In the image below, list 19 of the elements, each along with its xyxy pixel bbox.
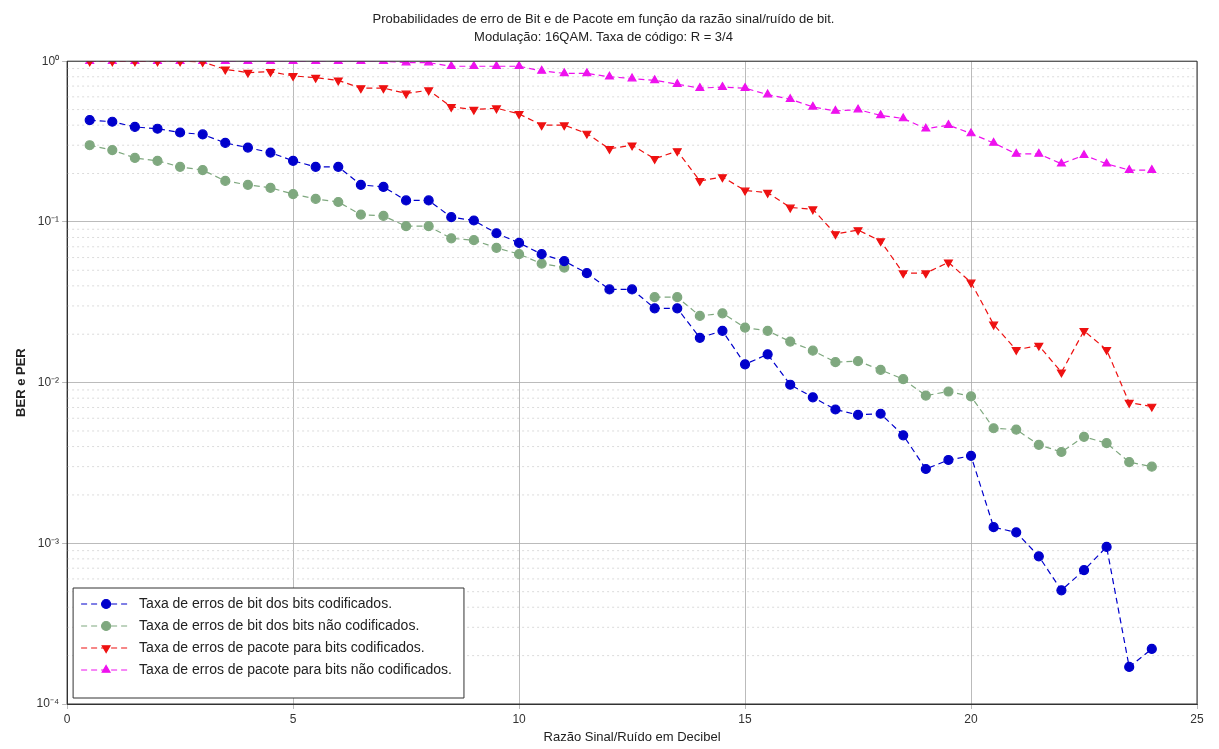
legend-label: Taxa de erros de pacote para bits não codificados. <box>139 660 452 677</box>
y-tick-label: 10⁰ <box>41 53 60 68</box>
chart-subtitle: Modulação: 16QAM. Taxa de código: R = 3/4 <box>474 28 733 44</box>
y-tick-label: 10⁻⁴ <box>36 696 60 711</box>
y-tick-label: 10⁻³ <box>37 535 60 550</box>
x-tick-label: 15 <box>738 711 753 726</box>
x-tick-label: 10 <box>512 711 527 726</box>
x-tick-label: 20 <box>964 711 979 726</box>
x-tick-label: 25 <box>1190 711 1204 726</box>
chart-title: Probabilidades de erro de Bit e de Pacote em função da razão sinal/ruído de bit. <box>372 11 835 27</box>
legend-label: Taxa de erros de bit dos bits codificados. <box>139 594 393 611</box>
legend-label: Taxa de erros de pacote para bits codificados. <box>139 638 425 655</box>
x-tick-label: 0 <box>63 711 71 726</box>
x-axis-title: Razão Sinal/Ruído em Decibel <box>543 728 721 744</box>
y-tick-label: 10⁻² <box>37 374 60 389</box>
x-tick-label: 5 <box>289 711 297 726</box>
legend-label: Taxa de erros de bit dos bits não codificados. <box>139 616 420 633</box>
y-tick-label: 10⁻¹ <box>37 214 60 229</box>
y-axis-title: BER e PER <box>13 347 29 417</box>
